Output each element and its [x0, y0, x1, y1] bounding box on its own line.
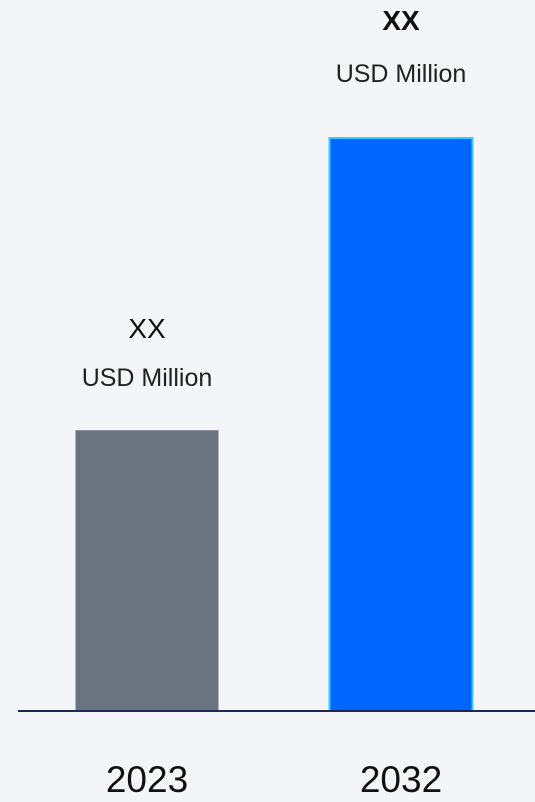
value-label-2032: XX — [382, 5, 420, 36]
unit-label-2023: USD Million — [82, 364, 213, 392]
x-tick-label-2032: 2032 — [360, 759, 442, 800]
bar-2023 — [75, 430, 219, 711]
bar-2032 — [328, 137, 474, 712]
value-label-2023: XX — [128, 313, 166, 344]
unit-label-2032: USD Million — [336, 60, 467, 88]
labels-group: XX USD Million XX USD Million 2023 2032 — [82, 5, 467, 800]
x-tick-label-2023: 2023 — [106, 759, 188, 800]
bars-group — [75, 137, 474, 712]
